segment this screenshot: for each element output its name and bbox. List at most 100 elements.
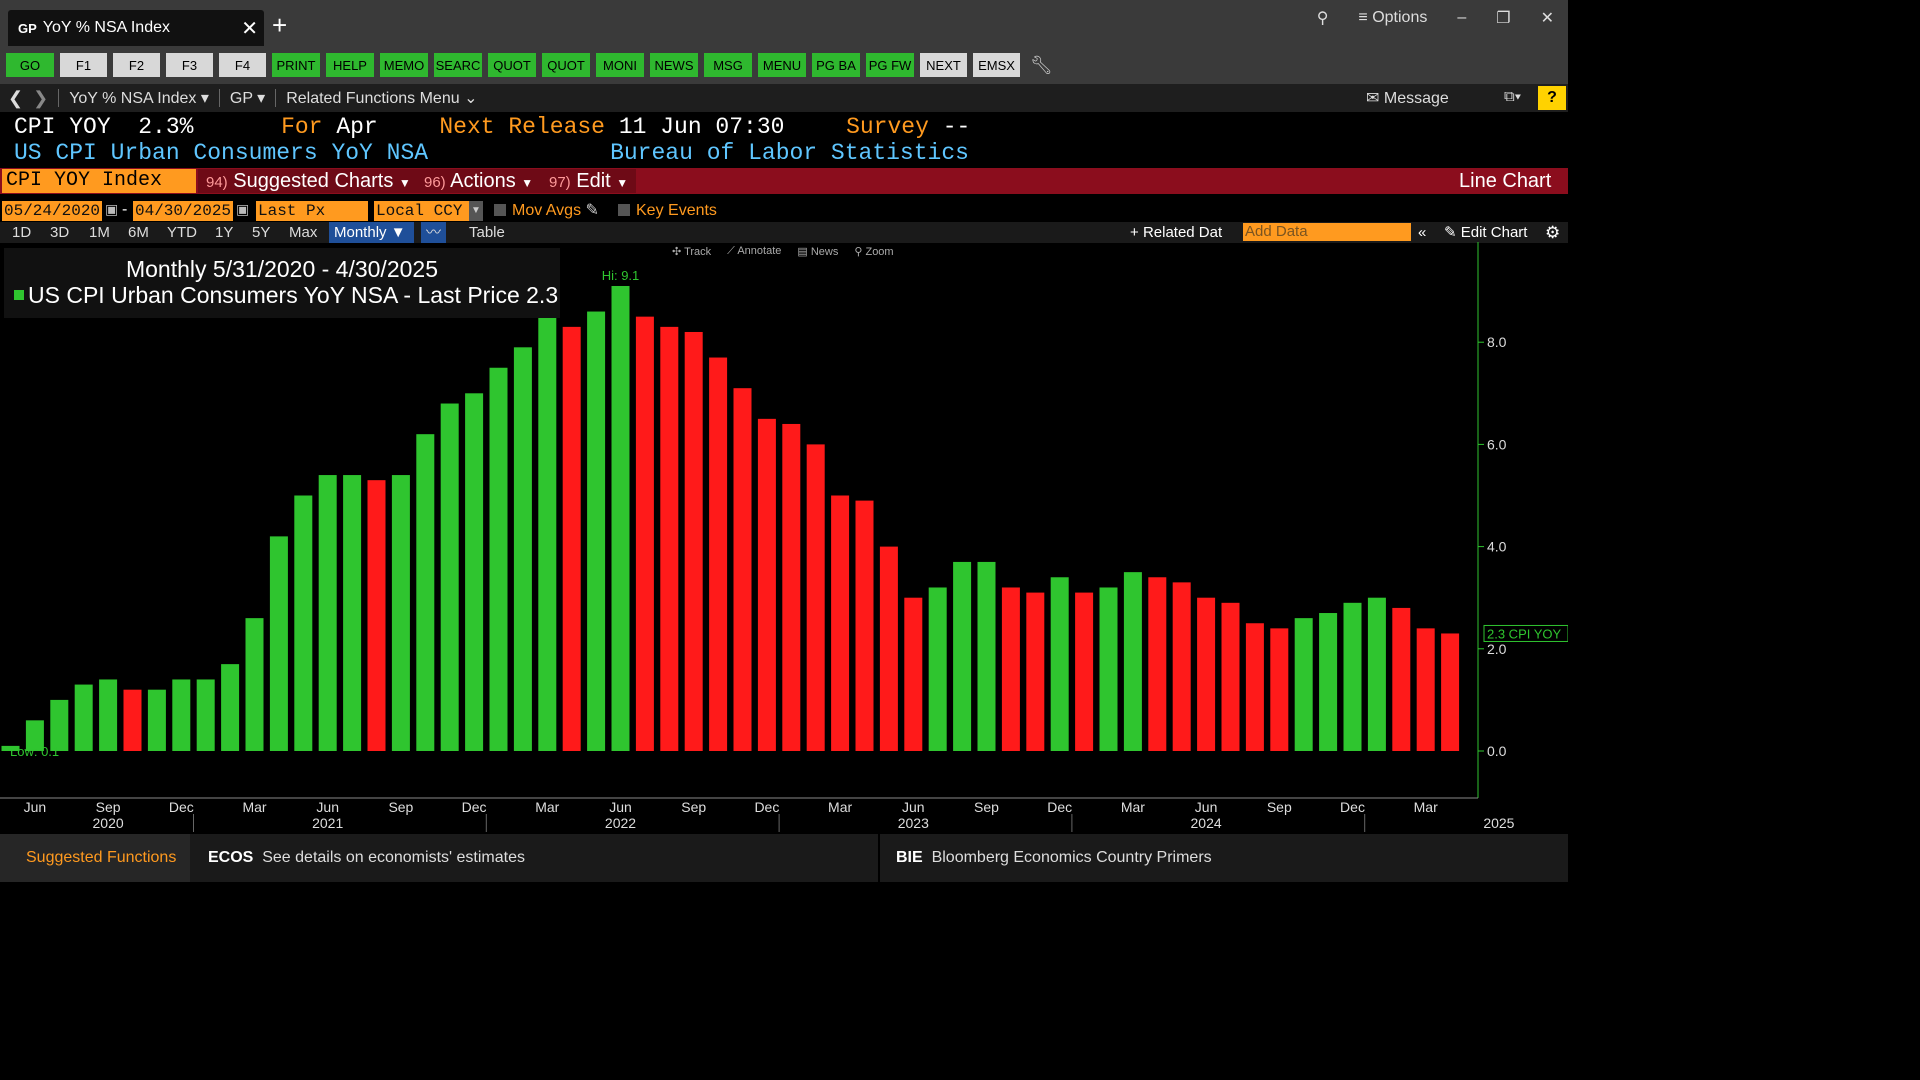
fkey-quote-1[interactable]: QUOT bbox=[488, 53, 536, 77]
end-date-field[interactable]: 04/30/2025 bbox=[133, 201, 233, 221]
bie-link[interactable]: BIE Bloomberg Economics Country Primers bbox=[896, 849, 1212, 867]
checkbox[interactable] bbox=[494, 204, 506, 216]
data-bar bbox=[196, 679, 215, 751]
y-tick-label: 8.0 bbox=[1487, 334, 1507, 350]
data-bar bbox=[733, 388, 752, 751]
key-events-toggle[interactable]: Key Events bbox=[618, 201, 717, 221]
period-6m[interactable]: 6M bbox=[128, 224, 149, 241]
actions-menu[interactable]: 96) Actions ▼ bbox=[416, 169, 542, 193]
annotate-tool[interactable]: ⟋ Annotate bbox=[727, 245, 782, 257]
fkey-news[interactable]: NEWS bbox=[650, 53, 698, 77]
back-arrow-icon[interactable]: ❮ bbox=[8, 87, 24, 108]
period-3d[interactable]: 3D bbox=[50, 224, 70, 241]
line-chart-icon[interactable]: 〰 bbox=[421, 222, 446, 243]
table-button[interactable]: Table bbox=[469, 224, 505, 241]
calendar-icon[interactable]: ▣ bbox=[236, 201, 250, 217]
data-bar bbox=[440, 403, 459, 751]
close-tab-icon[interactable]: ✕ bbox=[241, 18, 258, 40]
period-1d[interactable]: 1D bbox=[12, 224, 32, 241]
data-bar bbox=[391, 475, 410, 751]
message-button[interactable]: ✉ Message bbox=[1366, 88, 1449, 108]
fkey-quote-2[interactable]: QUOT bbox=[542, 53, 590, 77]
fkey-page-back[interactable]: PG BA bbox=[812, 53, 860, 77]
suggested-functions-button[interactable]: Suggested Functions bbox=[0, 834, 190, 882]
frequency-selector[interactable]: Monthly ▼ bbox=[329, 222, 414, 243]
data-bar bbox=[1197, 597, 1216, 751]
x-tick-label: Mar bbox=[242, 799, 266, 815]
period-max[interactable]: Max bbox=[289, 224, 318, 241]
related-functions-label: Related Functions Menu bbox=[286, 90, 460, 107]
new-tab-icon[interactable]: + bbox=[272, 10, 288, 40]
fkey-memo[interactable]: MEMO bbox=[380, 53, 428, 77]
function-selector[interactable]: GP ▾ bbox=[229, 90, 266, 107]
field-selector[interactable]: Last Px bbox=[256, 201, 368, 221]
collapse-icon[interactable]: « bbox=[1418, 224, 1427, 241]
search-people-icon[interactable]: ⚲ bbox=[1316, 10, 1329, 27]
fkey-emsx[interactable]: EMSX bbox=[973, 53, 1020, 77]
options-menu[interactable]: ≡ Options bbox=[1358, 9, 1428, 26]
fkey-f2[interactable]: F2 bbox=[113, 53, 160, 77]
menu-label: Edit bbox=[576, 170, 611, 192]
fkey-menu[interactable]: MENU bbox=[758, 53, 806, 77]
date-dash: - bbox=[122, 201, 128, 218]
security-selector[interactable]: YoY % NSA Index ▾ bbox=[69, 90, 209, 107]
track-tool[interactable]: ✣ Track bbox=[672, 246, 712, 258]
data-bar bbox=[587, 311, 606, 751]
fkey-f4[interactable]: F4 bbox=[219, 53, 266, 77]
minimize-icon[interactable]: – bbox=[1457, 9, 1467, 26]
data-bar bbox=[513, 347, 532, 751]
edit-chart-button[interactable]: ✎ Edit Chart bbox=[1444, 224, 1528, 241]
fkey-print[interactable]: PRINT bbox=[272, 53, 320, 77]
x-tick-label: Sep bbox=[96, 799, 121, 815]
mov-avgs-toggle[interactable]: Mov Avgs ✎ bbox=[494, 201, 599, 221]
forward-arrow-icon[interactable]: ❯ bbox=[33, 87, 49, 108]
restore-icon[interactable]: ❐ bbox=[1496, 10, 1511, 27]
period-5y[interactable]: 5Y bbox=[252, 224, 271, 241]
data-bar bbox=[1123, 572, 1142, 751]
chart-area[interactable]: 0.0 2.0 4.0 6.0 8.0 Jun Sep Dec Mar Jun Sep Dec Mar J… bbox=[0, 242, 1568, 834]
legend-series[interactable]: US CPI Urban Consumers YoY NSA - Last Pr… bbox=[14, 282, 558, 309]
suggested-charts-menu[interactable]: 94) Suggested Charts ▼ bbox=[198, 169, 419, 193]
fkey-f3[interactable]: F3 bbox=[166, 53, 213, 77]
data-bar bbox=[782, 423, 801, 751]
currency-dropdown-icon[interactable]: ▼ bbox=[469, 201, 483, 221]
fkey-next[interactable]: NEXT bbox=[920, 53, 967, 77]
index-box[interactable]: CPI YOY Index bbox=[2, 169, 196, 193]
fkey-page-forward[interactable]: PG FW bbox=[866, 53, 914, 77]
close-window-icon[interactable]: ✕ bbox=[1540, 10, 1554, 27]
currency-selector[interactable]: Local CCY bbox=[374, 201, 470, 221]
start-date-field[interactable]: 05/24/2020 bbox=[2, 201, 102, 221]
popout-icon[interactable]: ⧉▾ bbox=[1504, 88, 1522, 105]
data-bar bbox=[1416, 628, 1435, 751]
add-data-input[interactable]: Add Data bbox=[1243, 223, 1411, 241]
zoom-tool[interactable]: ⚲ Zoom bbox=[854, 246, 894, 258]
period-ytd[interactable]: YTD bbox=[167, 224, 197, 241]
checkbox[interactable] bbox=[618, 204, 630, 216]
settings-gear-icon[interactable]: ⚙ bbox=[1545, 223, 1561, 242]
help-button[interactable]: ? bbox=[1538, 86, 1566, 110]
calendar-icon[interactable]: ▣ bbox=[105, 201, 119, 217]
fkey-msg[interactable]: MSG bbox=[704, 53, 752, 77]
period-1m[interactable]: 1M bbox=[89, 224, 110, 241]
fkey-f1[interactable]: F1 bbox=[60, 53, 107, 77]
wrench-icon[interactable]: 🔧︎ bbox=[1030, 54, 1053, 75]
zoom-label: Zoom bbox=[865, 246, 894, 258]
edit-menu[interactable]: 97) Edit ▼ bbox=[541, 169, 637, 193]
pencil-icon[interactable]: ✎ bbox=[585, 202, 599, 219]
low-annotation: Low: 0.1 bbox=[10, 744, 59, 759]
tab-active[interactable]: GP YoY % NSA Index ✕ bbox=[8, 10, 264, 46]
data-bar bbox=[1441, 633, 1460, 751]
caret-down-icon: ▼ bbox=[616, 176, 629, 190]
period-1y[interactable]: 1Y bbox=[215, 224, 234, 241]
related-functions-menu[interactable]: Related Functions Menu ⌄ bbox=[286, 90, 478, 107]
fkey-monitor[interactable]: MONI bbox=[596, 53, 644, 77]
related-data-button[interactable]: + Related Dat bbox=[1130, 224, 1223, 241]
ecos-link[interactable]: ECOS See details on economists' estimate… bbox=[208, 849, 525, 867]
data-bar bbox=[904, 597, 923, 751]
x-tick-label: Jun bbox=[902, 799, 925, 815]
fkey-go[interactable]: GO bbox=[6, 53, 54, 77]
fkey-help[interactable]: HELP bbox=[326, 53, 374, 77]
fkey-search[interactable]: SEARC bbox=[434, 53, 482, 77]
message-label: Message bbox=[1383, 90, 1449, 107]
news-tool[interactable]: ▤ News bbox=[797, 246, 839, 258]
